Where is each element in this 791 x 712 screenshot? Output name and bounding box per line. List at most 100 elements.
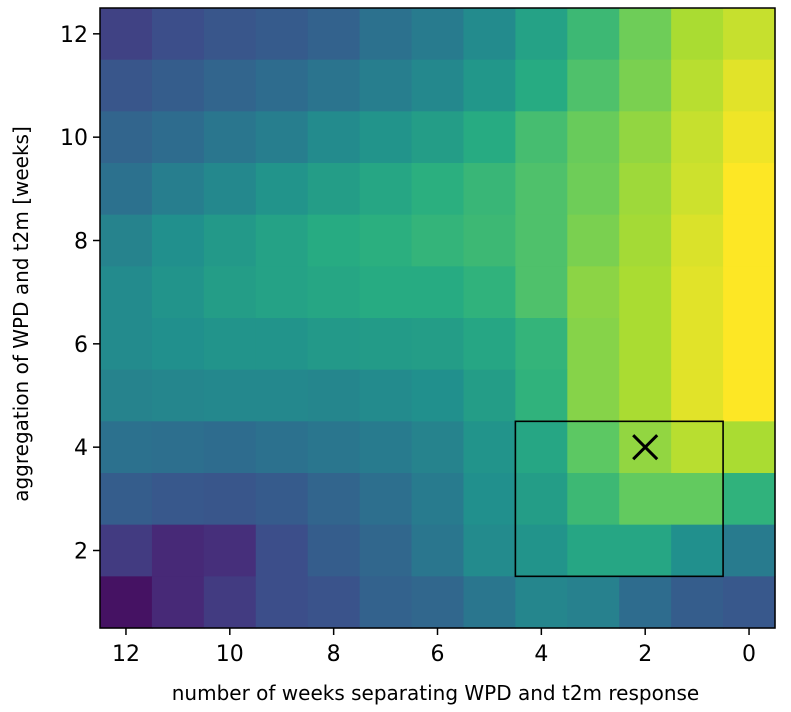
x-tick-label: 10 [216, 642, 244, 667]
heatmap-cell [723, 8, 776, 61]
heatmap-cell [515, 266, 568, 319]
y-tick-label: 4 [74, 436, 88, 461]
heatmap-cell [307, 8, 361, 61]
heatmap-cell [723, 369, 776, 422]
heatmap-cell [567, 369, 620, 422]
y-tick-label: 6 [74, 333, 88, 358]
heatmap-cell [307, 318, 361, 371]
heatmap-cell [567, 421, 620, 474]
heatmap-cell [671, 524, 724, 577]
heatmap-cell [255, 369, 309, 422]
heatmap-cell [359, 473, 413, 526]
heatmap-cell [203, 473, 257, 526]
heatmap-cell [359, 318, 413, 371]
heatmap-cell [203, 59, 257, 112]
heatmap-cell [255, 214, 309, 267]
y-axis-label: aggregation of WPD and t2m [weeks] [9, 126, 33, 502]
heatmap-cell [255, 111, 309, 164]
x-tick-label: 4 [534, 642, 548, 667]
heatmap-cell [515, 369, 568, 422]
heatmap-cell [463, 318, 516, 371]
heatmap-cell [671, 318, 724, 371]
heatmap-cell [463, 266, 516, 319]
heatmap-cell [671, 421, 724, 474]
heatmap-cell [151, 163, 205, 216]
heatmap-cell [307, 163, 361, 216]
heatmap-cell [515, 111, 568, 164]
heatmap-cell [359, 421, 413, 474]
heatmap-cell [671, 59, 724, 112]
heatmap-cell [723, 318, 776, 371]
heatmap-cell [255, 266, 309, 319]
heatmap-cell [151, 576, 205, 629]
heatmap-cell [463, 163, 516, 216]
heatmap-cell [567, 59, 620, 112]
heatmap-cell [255, 576, 309, 629]
x-tick-label: 12 [112, 642, 140, 667]
heatmap-cell [100, 576, 153, 629]
heatmap-cell [671, 214, 724, 267]
heatmap-cell [567, 524, 620, 577]
heatmap-cell [307, 369, 361, 422]
x-axis-ticks: 12 10 8 6 4 2 0 [112, 628, 756, 667]
heatmap-cell [515, 214, 568, 267]
heatmap-cell [619, 524, 672, 577]
heatmap-cell [255, 421, 309, 474]
x-tick-label: 0 [742, 642, 756, 667]
heatmap-cell [619, 111, 672, 164]
heatmap-cell [359, 369, 413, 422]
heatmap-cell [463, 524, 516, 577]
y-tick-label: 10 [60, 126, 88, 151]
heatmap-cell [151, 59, 205, 112]
heatmap-cell [619, 59, 672, 112]
heatmap-cell [515, 421, 568, 474]
heatmap-cell [723, 111, 776, 164]
heatmap-cell [203, 214, 257, 267]
heatmap-cell [359, 214, 413, 267]
heatmap-cell [411, 266, 465, 319]
heatmap-cell [671, 8, 724, 61]
heatmap-cell [619, 369, 672, 422]
heatmap-cell [463, 473, 516, 526]
heatmap-cell [411, 473, 465, 526]
heatmap-cell [723, 163, 776, 216]
heatmap-cell [723, 266, 776, 319]
heatmap-cell [515, 473, 568, 526]
heatmap-cell [515, 576, 568, 629]
heatmap-cell [359, 576, 413, 629]
heatmap-cell [255, 59, 309, 112]
heatmap-cell [723, 59, 776, 112]
heatmap-cell [151, 8, 205, 61]
heatmap-cell [671, 576, 724, 629]
heatmap-cell [411, 576, 465, 629]
heatmap-cell [100, 163, 153, 216]
heatmap-cell [671, 163, 724, 216]
heatmap-cell [255, 163, 309, 216]
heatmap-cell [515, 524, 568, 577]
heatmap-cell [307, 266, 361, 319]
heatmap-cell [411, 369, 465, 422]
heatmap-cell [307, 576, 361, 629]
heatmap-cell [515, 163, 568, 216]
highlight-rectangle [514, 420, 724, 578]
y-axis-ticks: 12 10 8 6 4 2 [60, 23, 100, 565]
heatmap-cell [359, 163, 413, 216]
heatmap-cell [463, 59, 516, 112]
x-marker [632, 434, 659, 461]
heatmap-cell [359, 8, 413, 61]
heatmap-cell [100, 59, 153, 112]
heatmap-cell [619, 163, 672, 216]
heatmap-cell [567, 163, 620, 216]
heatmap-cell [567, 318, 620, 371]
heatmap-cell [411, 421, 465, 474]
heatmap-cell [151, 318, 205, 371]
heatmap-cell [151, 524, 205, 577]
heatmap-cell [411, 214, 465, 267]
heatmap-cell [255, 318, 309, 371]
heatmap-cell [307, 59, 361, 112]
heatmap-cell [203, 163, 257, 216]
heatmap-cell [723, 524, 776, 577]
heatmap-cell [567, 576, 620, 629]
x-tick-label: 8 [327, 642, 341, 667]
